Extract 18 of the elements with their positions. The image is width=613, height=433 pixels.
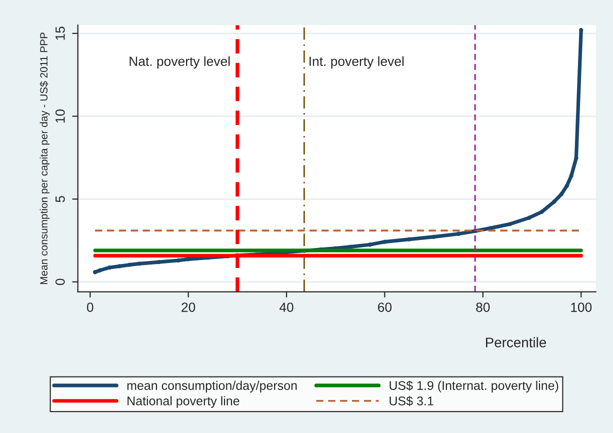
y-tick-label: 0: [55, 278, 65, 286]
annotation: Int. poverty level: [310, 56, 404, 69]
legend-label: US$ 1.9 (Internat. poverty line): [390, 380, 558, 392]
x-tick-label: 20: [182, 302, 196, 312]
x-tick-label: 40: [279, 302, 294, 312]
legend-label: mean consumption/day/person: [127, 380, 297, 392]
x-tick-label: 60: [378, 302, 392, 312]
x-tick-label: 100: [571, 302, 592, 312]
x-tick-label: 0: [86, 302, 94, 312]
y-axis-title: Mean consumption per capita per day - US$ 2011 PPP: [40, 32, 50, 284]
annotation: Nat. poverty level: [130, 56, 230, 69]
y-tick-label: 5: [56, 196, 65, 202]
legend-label: US$ 3.1: [390, 396, 434, 406]
x-tick-label: 80: [476, 302, 490, 312]
legend-label: National poverty line: [128, 396, 240, 408]
y-tick-label: 10: [55, 109, 65, 123]
y-tick-label: 15: [56, 26, 65, 40]
x-axis-title: Percentile: [486, 337, 546, 348]
